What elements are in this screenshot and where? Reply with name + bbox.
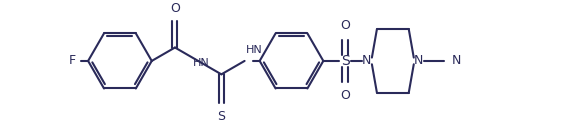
Text: N: N — [414, 54, 423, 67]
Text: O: O — [170, 2, 180, 15]
Text: O: O — [340, 20, 350, 32]
Text: F: F — [69, 54, 76, 67]
Text: HN: HN — [193, 58, 210, 68]
Text: N: N — [362, 54, 372, 67]
Text: HN: HN — [246, 45, 263, 55]
Text: S: S — [217, 110, 225, 123]
Text: S: S — [341, 54, 349, 68]
Text: N: N — [451, 54, 461, 67]
Text: O: O — [340, 89, 350, 102]
